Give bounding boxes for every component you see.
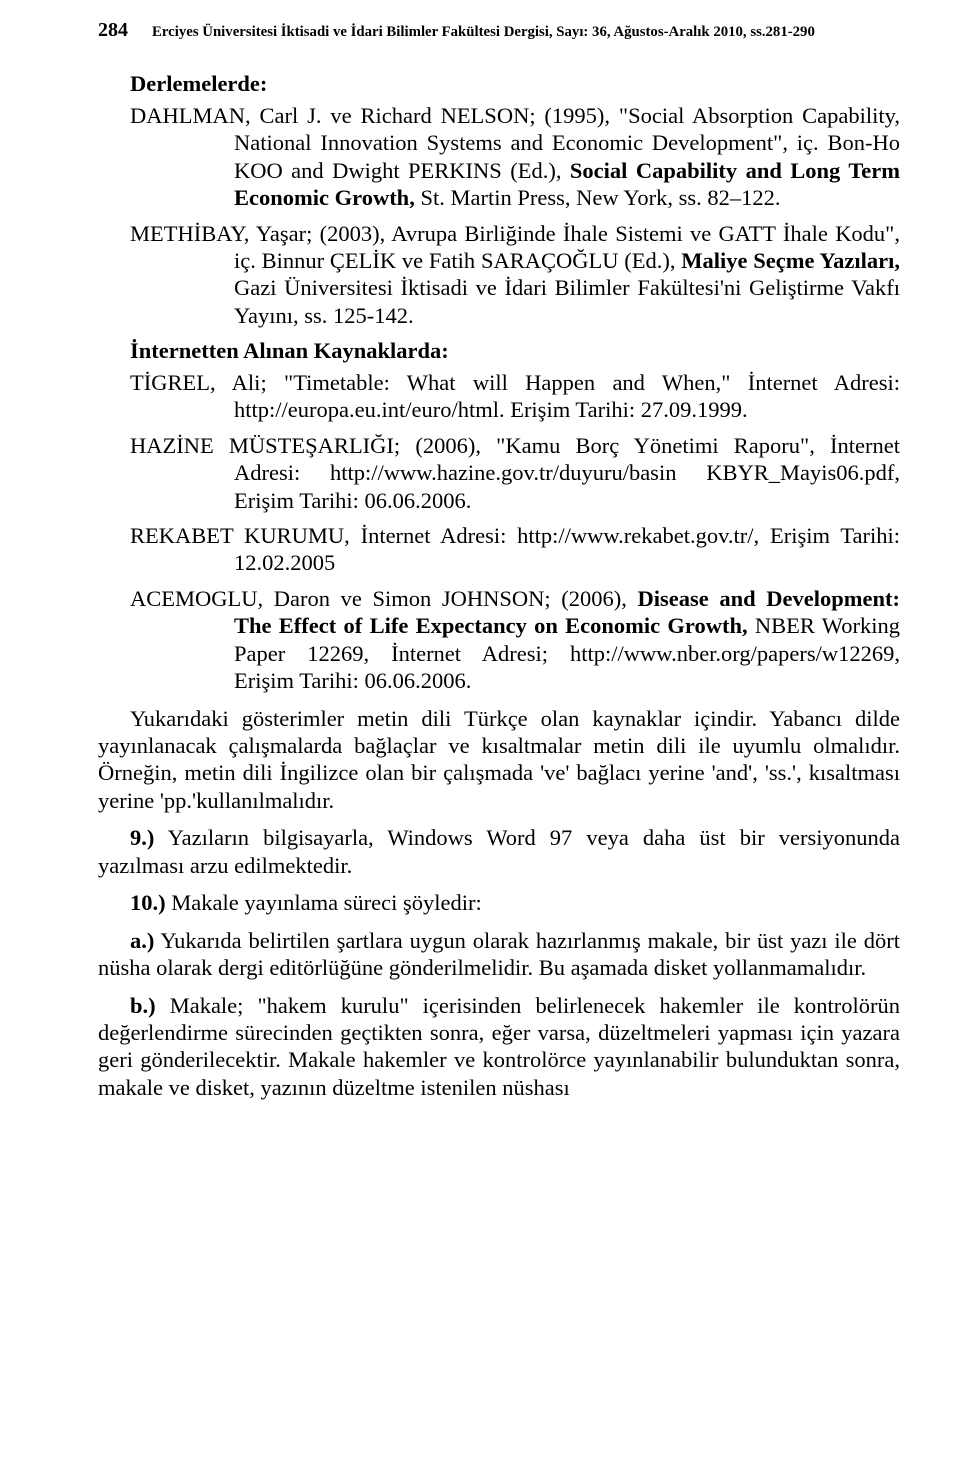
ref-tail: Gazi Üniversitesi İktisadi ve İdari Bili…	[234, 275, 900, 327]
body-paragraph-9: 9.) Yazıların bilgisayarla, Windows Word…	[98, 824, 900, 879]
list-text: Yukarıda belirtilen şartlara uygun olara…	[98, 928, 900, 980]
list-marker: a.)	[130, 928, 154, 953]
list-text: Yazıların bilgisayarla, Windows Word 97 …	[98, 825, 900, 877]
ref-hazine: HAZİNE MÜSTEŞARLIĞI; (2006), "Kamu Borç …	[98, 432, 900, 514]
section-derlemelerde: Derlemelerde:	[130, 70, 900, 97]
ref-dahlman: DAHLMAN, Carl J. ve Richard NELSON; (199…	[98, 102, 900, 212]
body-paragraph-note: Yukarıdaki gösterimler metin dili Türkçe…	[98, 705, 900, 815]
ref-title-bold: Maliye Seçme Yazıları,	[681, 248, 900, 273]
list-text: Makale; "hakem kurulu" içerisinden belir…	[98, 993, 900, 1100]
list-marker: 9.)	[130, 825, 154, 850]
section-internetten: İnternetten Alınan Kaynaklarda:	[130, 337, 900, 364]
ref-methibay: METHİBAY, Yaşar; (2003), Avrupa Birliğin…	[98, 220, 900, 330]
journal-title: Erciyes Üniversitesi İktisadi ve İdari B…	[152, 23, 900, 41]
ref-tail: St. Martin Press, New York, ss. 82–122.	[415, 185, 781, 210]
list-marker: 10.)	[130, 890, 166, 915]
ref-text: ACEMOGLU, Daron ve Simon JOHNSON; (2006)…	[130, 586, 638, 611]
list-text: Makale yayınlama süreci şöyledir:	[166, 890, 482, 915]
body-paragraph-b: b.) Makale; "hakem kurulu" içerisinden b…	[98, 992, 900, 1102]
body-paragraph-10: 10.) Makale yayınlama süreci şöyledir:	[98, 889, 900, 916]
body-paragraph-a: a.) Yukarıda belirtilen şartlara uygun o…	[98, 927, 900, 982]
ref-rekabet: REKABET KURUMU, İnternet Adresi: http://…	[98, 522, 900, 577]
page-container: 284 Erciyes Üniversitesi İktisadi ve İda…	[0, 0, 960, 1484]
ref-tigrel: TİGREL, Ali; "Timetable: What will Happe…	[98, 369, 900, 424]
page-number: 284	[98, 18, 152, 42]
ref-acemoglu: ACEMOGLU, Daron ve Simon JOHNSON; (2006)…	[98, 585, 900, 695]
list-marker: b.)	[130, 993, 156, 1018]
running-header: 284 Erciyes Üniversitesi İktisadi ve İda…	[98, 18, 900, 42]
